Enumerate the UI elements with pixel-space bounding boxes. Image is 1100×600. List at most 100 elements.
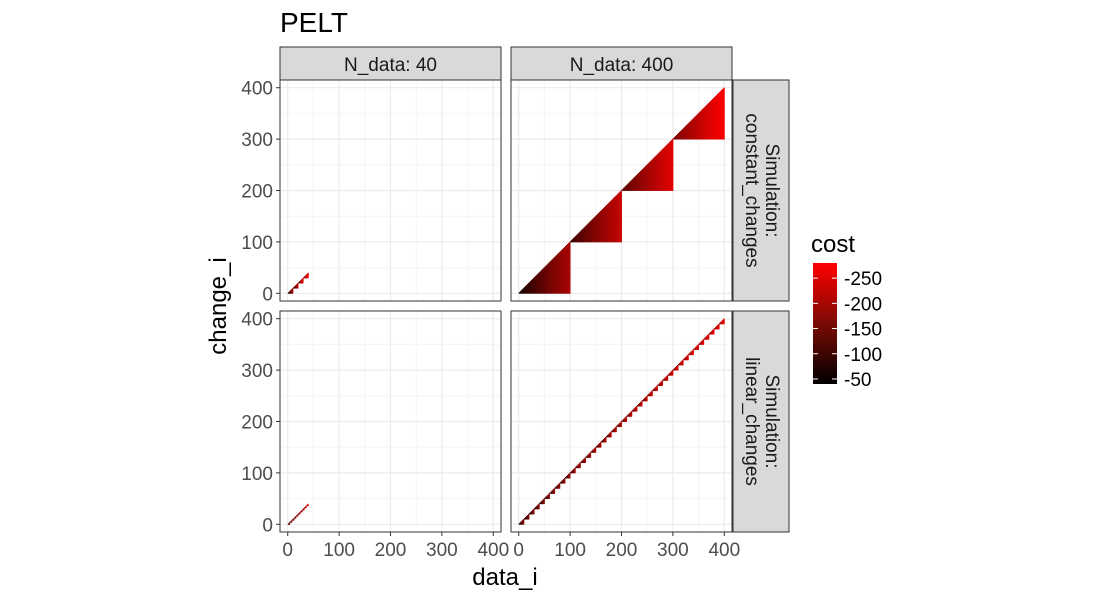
heatmap-tile: [704, 134, 707, 137]
heatmap-tile: [562, 267, 565, 270]
heatmap-tile: [615, 212, 617, 214]
heatmap-tile: [706, 105, 709, 107]
heatmap-tile: [615, 199, 617, 202]
heatmap-tile: [610, 214, 612, 216]
heatmap-tile: [688, 125, 690, 128]
heatmap-tile: [648, 164, 650, 167]
heatmap-tile: [565, 265, 568, 267]
heatmap-tile: [297, 285, 299, 286]
heatmap-tile: [694, 130, 696, 133]
heatmap-tile: [616, 237, 618, 240]
heatmap-tile: [640, 175, 642, 177]
heatmap-tile: [652, 184, 654, 186]
heatmap-tile: [528, 289, 531, 291]
heatmap-tile: [612, 234, 614, 237]
heatmap-tile: [620, 235, 622, 238]
heatmap-tile: [560, 288, 563, 290]
heatmap-tile: [544, 289, 546, 291]
heatmap-tile: [659, 176, 661, 178]
heatmap-tile: [653, 166, 655, 169]
heatmap-tile: [551, 290, 554, 292]
heatmap-tile: [618, 222, 620, 224]
heatmap-tile: [568, 287, 570, 289]
heatmap-tile: [704, 123, 707, 126]
heatmap-tile: [701, 130, 704, 133]
heatmap-tile: [648, 178, 650, 180]
heatmap-tile: [658, 175, 660, 177]
heatmap-tile: [628, 189, 631, 191]
heatmap-tile: [671, 142, 674, 144]
heatmap-tile: [619, 224, 621, 226]
heatmap-tile: [599, 237, 602, 240]
heatmap-tile: [705, 120, 708, 123]
heatmap-tile: [594, 223, 597, 225]
heatmap-tile: [661, 163, 664, 166]
heatmap-tile: [657, 187, 659, 189]
heatmap-tile: [710, 118, 713, 120]
heatmap-tile: [641, 175, 643, 177]
heatmap-tile: [655, 163, 657, 166]
heatmap-tile: [647, 182, 649, 184]
heatmap-tile: [633, 184, 636, 186]
heatmap-tile: [603, 211, 605, 213]
heatmap-tile: [700, 123, 703, 126]
heatmap-tile: [550, 268, 552, 271]
heatmap-tile: [646, 183, 648, 185]
heatmap-tile: [540, 277, 542, 280]
heatmap-tile: [538, 288, 540, 290]
heatmap-tile: [657, 170, 659, 173]
heatmap-tile: [619, 200, 621, 203]
heatmap-tile: [640, 184, 642, 186]
heatmap-tile: [531, 285, 533, 287]
heatmap-tile: [686, 136, 688, 138]
heatmap-tile: [655, 157, 657, 160]
heatmap-tile: [593, 217, 596, 219]
heatmap-tile: [670, 173, 673, 175]
heatmap-tile: [653, 183, 655, 185]
heatmap-tile: [654, 162, 656, 165]
heatmap-tile: [708, 131, 711, 134]
heatmap-tile: [550, 274, 552, 277]
heatmap-tile: [671, 160, 674, 163]
heatmap-tile: [594, 235, 597, 238]
heatmap-tile: [641, 183, 643, 185]
heatmap-tile: [521, 292, 524, 294]
heatmap-tile: [554, 266, 557, 268]
heatmap-tile: [700, 137, 703, 139]
heatmap-tile: [614, 220, 616, 222]
heatmap-tile: [291, 290, 293, 292]
heatmap-tile: [714, 125, 716, 128]
heatmap-tile: [696, 133, 698, 136]
heatmap-tile: [697, 116, 699, 118]
heatmap-tile: [603, 231, 605, 234]
heatmap-tile: [553, 273, 556, 276]
heatmap-tile: [671, 158, 674, 161]
heatmap-tile: [291, 292, 293, 294]
heatmap-tile: [523, 291, 526, 293]
heatmap-tile: [659, 174, 661, 176]
heatmap-tile: [688, 129, 690, 132]
heatmap-tile: [535, 292, 537, 294]
heatmap-tile: [656, 161, 658, 164]
heatmap-tile: [614, 215, 616, 217]
heatmap-tile: [609, 236, 611, 239]
heatmap-tile: [551, 280, 554, 283]
heatmap-tile: [584, 226, 586, 228]
heatmap-tile: [707, 136, 710, 138]
heatmap-tile: [610, 211, 612, 213]
heatmap-tile: [686, 126, 688, 129]
heatmap-tile: [604, 239, 606, 242]
heatmap-tile: [648, 172, 650, 174]
heatmap-tile: [661, 187, 664, 189]
heatmap-tile: [581, 236, 583, 239]
heatmap-tile: [555, 280, 558, 283]
heatmap-tile: [620, 240, 622, 243]
heatmap-tile: [548, 286, 550, 288]
heatmap-tile: [605, 205, 607, 208]
heatmap-tile: [615, 196, 617, 199]
heatmap-tile: [540, 289, 542, 291]
heatmap-tile: [645, 166, 647, 169]
heatmap-tile: [584, 240, 586, 243]
heatmap-tile: [647, 166, 649, 169]
heatmap-tile: [647, 164, 649, 167]
